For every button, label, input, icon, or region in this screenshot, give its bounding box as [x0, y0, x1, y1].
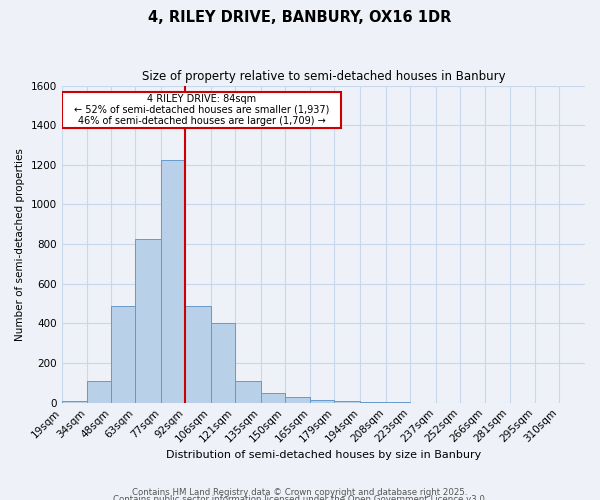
Bar — [211, 324, 235, 402]
Bar — [334, 400, 360, 402]
Bar — [185, 306, 211, 402]
Text: 46% of semi-detached houses are larger (1,709) →: 46% of semi-detached houses are larger (… — [77, 116, 325, 126]
Bar — [112, 306, 136, 402]
Bar — [161, 160, 185, 402]
Bar — [136, 239, 161, 402]
Text: Contains HM Land Registry data © Crown copyright and database right 2025.: Contains HM Land Registry data © Crown c… — [132, 488, 468, 497]
Bar — [285, 397, 310, 402]
Bar — [235, 381, 261, 402]
Bar — [88, 381, 112, 402]
Bar — [310, 400, 334, 402]
Bar — [62, 400, 88, 402]
Y-axis label: Number of semi-detached properties: Number of semi-detached properties — [15, 148, 25, 340]
Text: ← 52% of semi-detached houses are smaller (1,937): ← 52% of semi-detached houses are smalle… — [74, 105, 329, 115]
FancyBboxPatch shape — [62, 92, 341, 128]
Text: 4 RILEY DRIVE: 84sqm: 4 RILEY DRIVE: 84sqm — [147, 94, 256, 104]
Text: Contains public sector information licensed under the Open Government Licence v3: Contains public sector information licen… — [113, 496, 487, 500]
Title: Size of property relative to semi-detached houses in Banbury: Size of property relative to semi-detach… — [142, 70, 505, 83]
X-axis label: Distribution of semi-detached houses by size in Banbury: Distribution of semi-detached houses by … — [166, 450, 481, 460]
Bar — [261, 393, 285, 402]
Text: 4, RILEY DRIVE, BANBURY, OX16 1DR: 4, RILEY DRIVE, BANBURY, OX16 1DR — [148, 10, 452, 25]
